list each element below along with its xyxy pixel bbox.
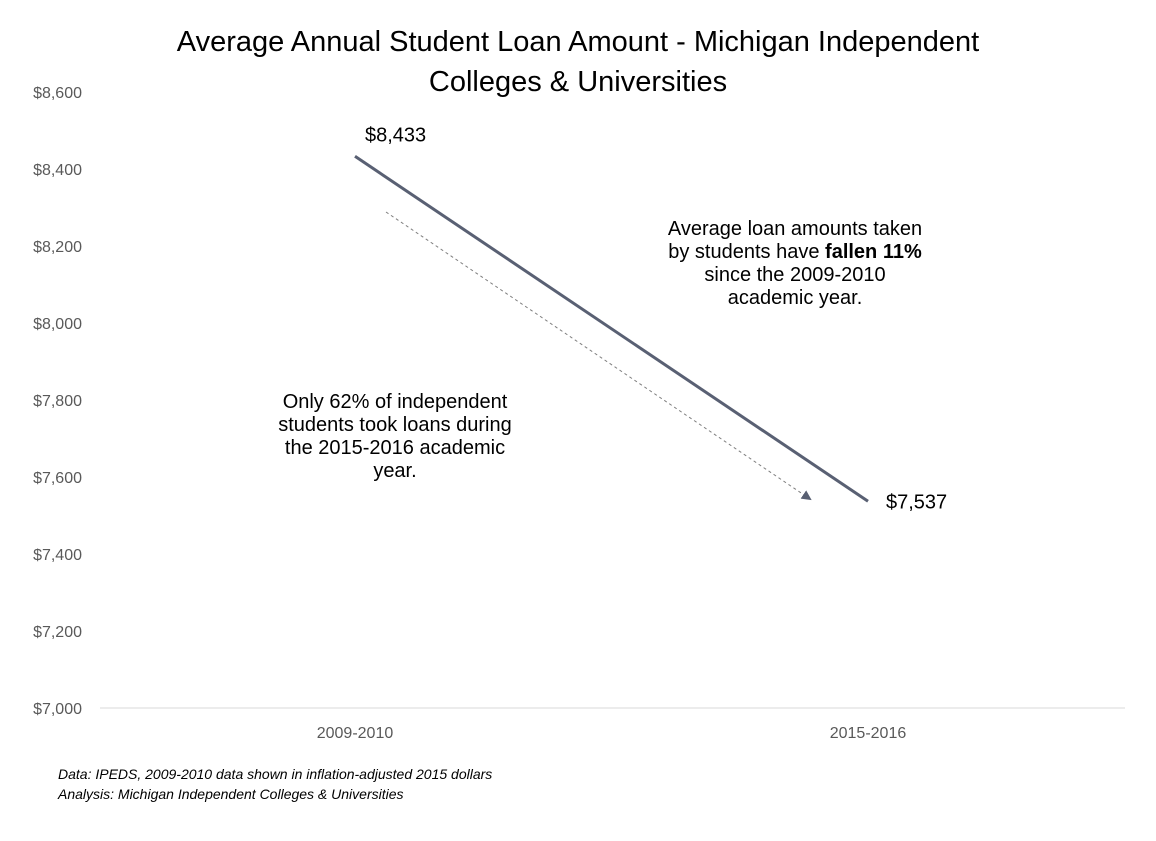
- annotation-decline-line-1: Average loan amounts taken: [667, 218, 923, 240]
- source-note: Data: IPEDS, 2009-2010 data shown in inf…: [58, 764, 492, 804]
- y-tick-label: $8,400: [33, 162, 82, 179]
- x-tick-label: 2015-2016: [830, 725, 907, 742]
- y-tick-label: $7,400: [33, 547, 82, 564]
- y-tick-label: $7,000: [33, 701, 82, 718]
- trend-arrow: [385, 211, 812, 501]
- annotation-decline-highlight: fallen 11%: [825, 241, 922, 263]
- y-tick-label: $8,600: [33, 85, 82, 102]
- y-tick-label: $7,600: [33, 470, 82, 487]
- annotation-participation-line-4: year.: [373, 460, 417, 482]
- y-tick-label: $8,200: [33, 239, 82, 256]
- x-axis: 2009-2010 2015-2016: [317, 725, 907, 742]
- data-label: $7,537: [886, 491, 947, 513]
- annotation-participation-line-2: students took loans during: [278, 414, 512, 436]
- series-line: [354, 155, 869, 503]
- annotation-participation: Only 62% of independent students took lo…: [230, 391, 560, 483]
- series-group: $8,433 $7,537: [354, 124, 947, 513]
- chart-title: Average Annual Student Loan Amount - Mic…: [118, 22, 1038, 102]
- annotation-decline-line-2: by students have fallen 11%: [610, 241, 980, 264]
- chart-title-line-1: Average Annual Student Loan Amount - Mic…: [176, 26, 980, 58]
- data-label: $8,433: [365, 124, 426, 146]
- annotation-participation-line-3: the 2015-2016 academic: [284, 437, 506, 459]
- annotation-decline-line-4: academic year.: [727, 287, 863, 309]
- y-axis: $7,000 $7,200 $7,400 $7,600 $7,800 $8,000 $8,2…: [33, 85, 82, 718]
- source-data-line: Data: IPEDS, 2009-2010 data shown in inf…: [58, 766, 493, 782]
- y-tick-label: $7,800: [33, 393, 82, 410]
- annotation-decline-line-2-text: by students have: [668, 241, 826, 263]
- y-tick-label: $8,000: [33, 316, 82, 333]
- y-tick-label: $7,200: [33, 624, 82, 641]
- source-analysis-line: Analysis: Michigan Independent Colleges …: [58, 786, 404, 802]
- annotation-decline-line-3: since the 2009-2010: [704, 264, 886, 286]
- annotation-participation-line-1: Only 62% of independent: [282, 391, 508, 413]
- chart-title-line-2: Colleges & Universities: [428, 66, 728, 98]
- x-tick-label: 2009-2010: [317, 725, 394, 742]
- annotation-decline: Average loan amounts taken by students h…: [610, 218, 980, 310]
